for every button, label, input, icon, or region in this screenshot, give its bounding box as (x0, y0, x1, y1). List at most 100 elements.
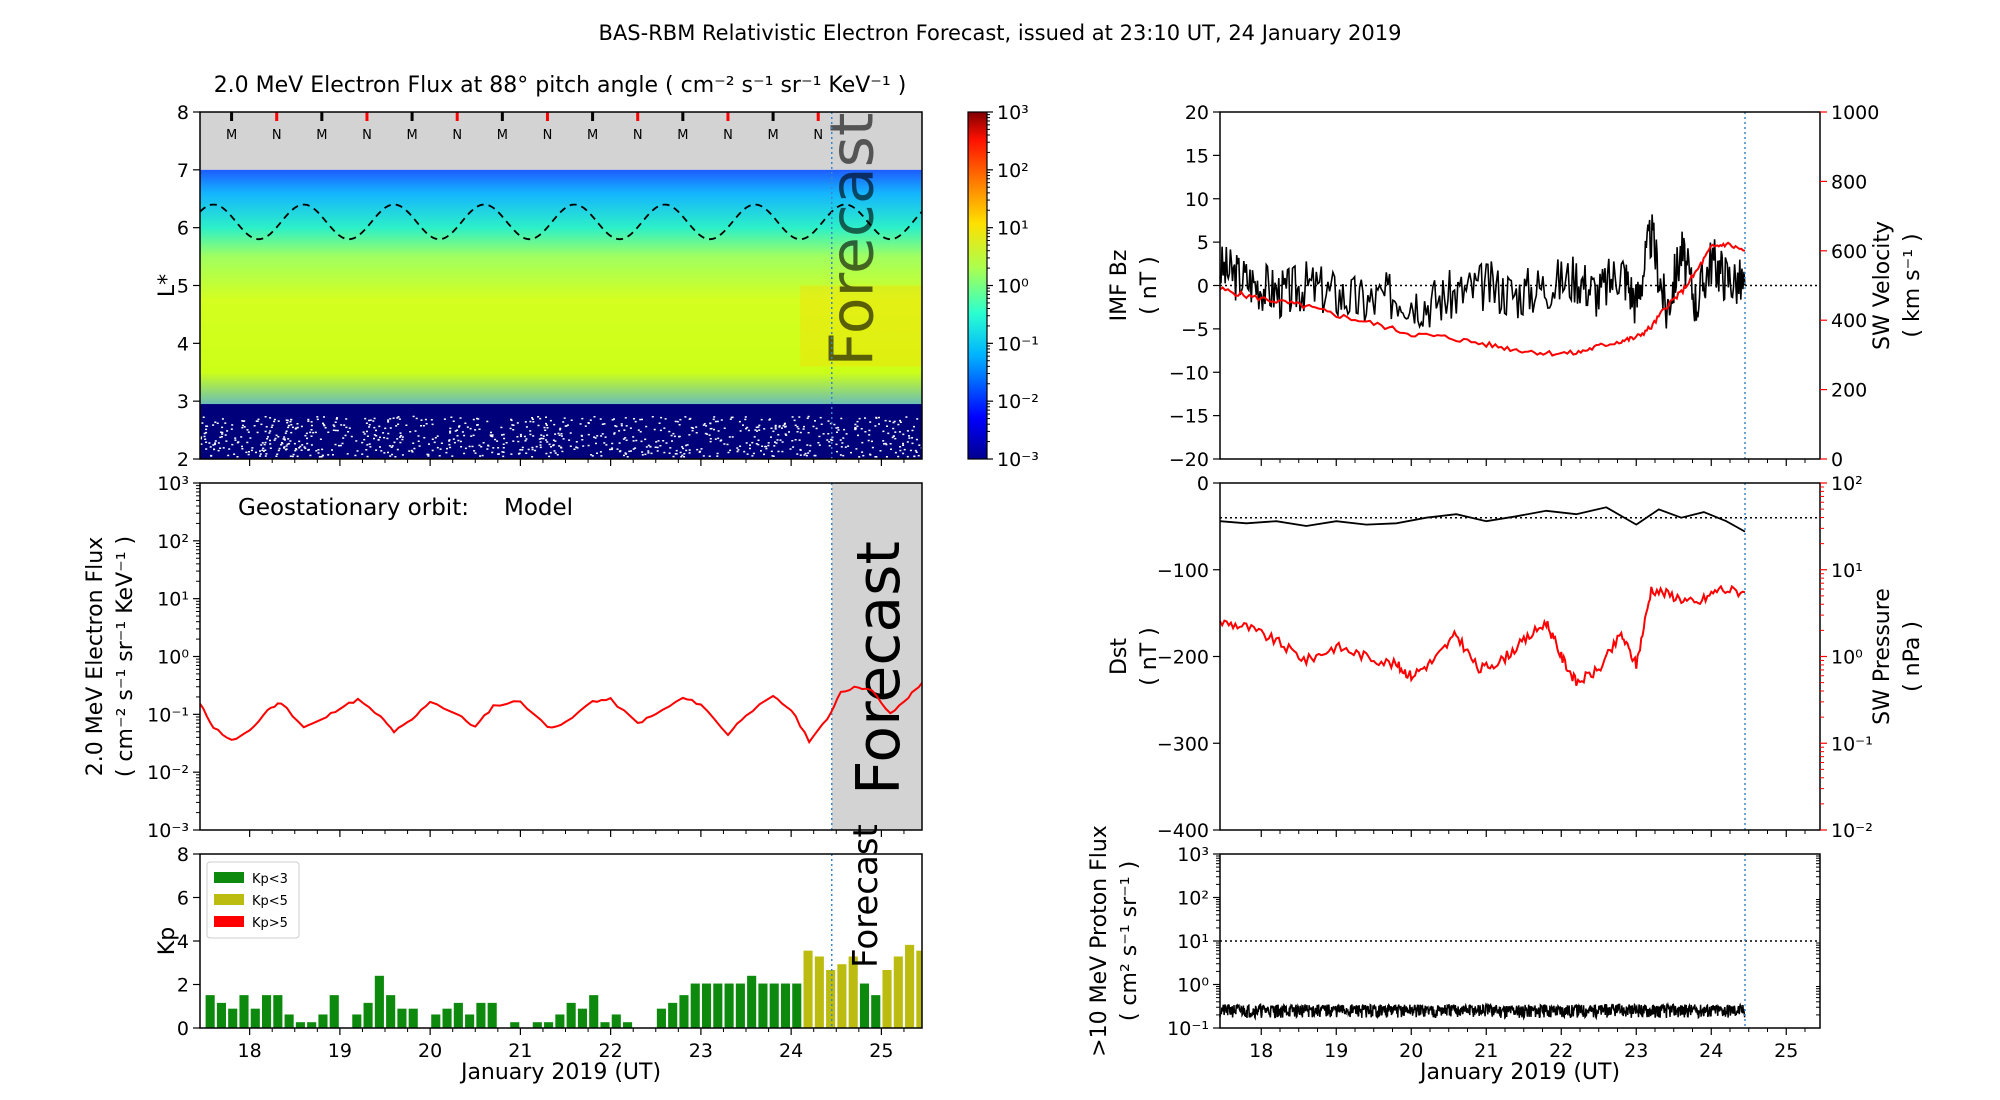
kp-bar (916, 950, 922, 1028)
dst-right-ytick-label: 10⁻² (1831, 820, 1873, 842)
lstar-noise-dot (405, 424, 408, 426)
lstar-noise-dot (916, 418, 919, 420)
lstar-ytick-label: 2 (177, 449, 189, 471)
lstar-noise-dot (368, 424, 371, 426)
lstar-noise-dot (466, 426, 469, 428)
lstar-noise-dot (757, 439, 760, 441)
lstar-noise-dot (474, 429, 477, 431)
lstar-noise-dot (296, 426, 299, 429)
lstar-noise-dot (433, 441, 436, 444)
geo-ylabel: 2.0 MeV Electron Flux( cm⁻² s⁻¹ sr⁻¹ KeV… (83, 536, 138, 777)
lstar-noise-dot (327, 454, 330, 456)
lstar-noise-dot (276, 453, 279, 455)
kp-bar (453, 1002, 463, 1028)
lstar-noise-dot (894, 451, 897, 454)
lstar-noise-dot (525, 438, 528, 440)
lstar-noise-dot (843, 428, 846, 431)
lstar-noise-dot (558, 434, 561, 436)
lstar-noise-dot (713, 428, 715, 431)
lstar-noise-dot (581, 435, 583, 437)
lstar-noise-dot (294, 449, 297, 452)
lstar-ytick-label: 6 (177, 218, 189, 240)
lstar-noise-dot (502, 443, 505, 445)
lstar-noise-dot (228, 448, 231, 450)
colorbar-tick-label: 10⁻³ (997, 449, 1039, 471)
lstar-noise-dot (250, 449, 253, 452)
lstar-noise-dot (438, 455, 441, 457)
lstar-noise-dot (723, 443, 726, 445)
lstar-noise-dot (482, 442, 485, 444)
dst-ylabel-line2: ( nT ) (1137, 627, 1162, 686)
lstar-noise-dot (224, 434, 227, 436)
lstar-noise-dot (736, 450, 739, 453)
geo-ytick-label: 10¹ (157, 589, 189, 611)
lstar-noise-dot (647, 444, 650, 447)
lstar-noise-dot (290, 419, 293, 421)
lstar-noise-dot (739, 430, 742, 432)
geo-ytick-label: 10⁰ (157, 647, 189, 669)
kp-bar (352, 1014, 362, 1028)
lstar-noise-dot (221, 433, 224, 435)
lstar-noise-dot (233, 453, 236, 455)
lstar-noise-dot (265, 453, 268, 455)
lstar-noise-dot (554, 452, 557, 454)
lstar-noise-dot (702, 424, 705, 426)
lstar-noise-dot (716, 420, 719, 423)
kp-bar (566, 1002, 576, 1028)
lstar-noise-dot (576, 447, 579, 449)
colorbar-tick-label: 10³ (997, 102, 1029, 124)
lstar-noise-dot (818, 435, 821, 438)
lstar-noise-dot (898, 431, 901, 433)
lstar-noise-dot (632, 448, 635, 450)
mn-marker-label: N (723, 128, 733, 143)
proton-ytick-label: 10¹ (1177, 931, 1209, 953)
dst-line (1219, 506, 1746, 533)
lstar-noise-dot (315, 450, 318, 452)
lstar-noise-dot (284, 432, 287, 434)
lstar-noise-dot (222, 447, 225, 449)
lstar-noise-dot (286, 443, 289, 445)
lstar-noise-dot (584, 425, 587, 427)
lstar-noise-dot (757, 426, 760, 428)
lstar-noise-dot (418, 445, 421, 447)
kp-bar (701, 983, 712, 1028)
lstar-noise-dot (819, 416, 822, 419)
lstar-noise-dot (560, 447, 563, 449)
lstar-noise-dot (521, 446, 524, 449)
lstar-noise-dot (290, 431, 293, 434)
lstar-noise-dot (783, 423, 786, 426)
lstar-noise-dot (446, 447, 448, 450)
lstar-noise-dot (289, 420, 292, 423)
lstar-noise-dot (684, 416, 687, 418)
lstar-noise-dot (639, 431, 642, 433)
lstar-noise-dot (323, 416, 325, 418)
lstar-noise-dot (324, 427, 327, 429)
lstar-noise-dot (310, 429, 313, 431)
lstar-noise-dot (678, 424, 681, 426)
lstar-noise-dot (368, 419, 371, 422)
lstar-noise-dot (306, 437, 308, 440)
geo-ytick-label: 10⁻¹ (147, 704, 189, 726)
imf-ylabel: IMF Bz( nT ) (1107, 250, 1162, 322)
lstar-noise-dot (579, 423, 582, 425)
lstar-noise-dot (283, 439, 286, 441)
kp-bar (848, 956, 858, 1028)
imf-ytick-label: 10 (1185, 189, 1209, 211)
lstar-noise-dot (651, 416, 654, 418)
lstar-noise-dot (729, 449, 732, 452)
lstar-noise-dot (460, 446, 463, 448)
dst-ylabel-line1: Dst (1107, 638, 1132, 675)
lstar-noise-dot (220, 431, 223, 433)
lstar-noise-dot (445, 451, 448, 454)
lstar-noise-dot (368, 426, 371, 428)
lstar-noise-dot (200, 437, 202, 440)
lstar-noise-dot (842, 454, 845, 457)
lstar-noise-dot (266, 436, 269, 438)
lstar-noise-dot (774, 441, 776, 443)
lstar-noise-dot (427, 453, 430, 456)
lstar-noise-dot (393, 441, 396, 444)
lstar-noise-dot (209, 446, 212, 448)
lstar-noise-dot (765, 447, 768, 450)
lstar-noise-dot (613, 418, 615, 420)
